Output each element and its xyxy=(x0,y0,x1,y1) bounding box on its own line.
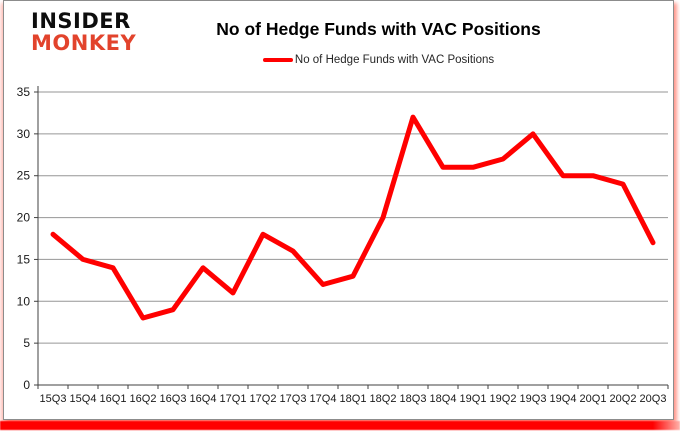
x-axis-label: 18Q3 xyxy=(400,393,427,405)
x-axis-label: 17Q4 xyxy=(310,393,337,405)
y-axis-label: 20 xyxy=(17,211,31,225)
y-axis-label: 10 xyxy=(17,294,31,308)
x-axis-label: 16Q4 xyxy=(190,393,217,405)
logo-line-insider: INSIDER xyxy=(31,9,131,33)
x-axis-label: 19Q4 xyxy=(550,393,577,405)
y-axis-label: 30 xyxy=(17,127,31,141)
x-axis-label: 17Q3 xyxy=(280,393,307,405)
x-axis-label: 19Q1 xyxy=(460,393,487,405)
x-axis-label: 15Q4 xyxy=(70,393,97,405)
x-axis-label: 16Q3 xyxy=(160,393,187,405)
x-axis-label: 20Q2 xyxy=(610,393,637,405)
x-axis-label: 18Q2 xyxy=(370,393,397,405)
x-axis-label: 19Q3 xyxy=(520,393,547,405)
x-axis-label: 18Q1 xyxy=(340,393,367,405)
red-bottom-bar xyxy=(0,421,680,430)
y-axis-label: 35 xyxy=(17,85,31,99)
y-axis-label: 5 xyxy=(23,336,30,350)
chart-card: INSIDER MONKEY No of Hedge Funds with VA… xyxy=(3,0,674,420)
legend-label: No of Hedge Funds with VAC Positions xyxy=(294,54,495,66)
x-axis-label: 16Q1 xyxy=(100,393,127,405)
chart-legend: No of Hedge Funds with VAC Positions xyxy=(4,54,673,66)
x-axis-label: 20Q3 xyxy=(640,393,667,405)
data-series-line xyxy=(50,114,656,321)
y-axis-label: 0 xyxy=(23,378,30,392)
x-axis-label: 17Q1 xyxy=(220,393,247,405)
y-axis-label: 15 xyxy=(17,252,31,266)
legend-line-marker xyxy=(262,58,293,62)
x-axis-label: 19Q2 xyxy=(490,393,517,405)
x-axis-label: 16Q2 xyxy=(130,393,157,405)
logo-line-monkey: MONKEY xyxy=(31,31,137,55)
chart-title: No of Hedge Funds with VAC Positions xyxy=(216,19,541,39)
x-axis-label: 17Q2 xyxy=(250,393,277,405)
x-axis-label: 15Q3 xyxy=(40,393,67,405)
x-axis-label: 20Q1 xyxy=(580,393,607,405)
insider-monkey-logo: INSIDER MONKEY xyxy=(31,10,136,54)
y-axis-label: 25 xyxy=(17,169,31,183)
x-axis-label: 18Q4 xyxy=(430,393,457,405)
